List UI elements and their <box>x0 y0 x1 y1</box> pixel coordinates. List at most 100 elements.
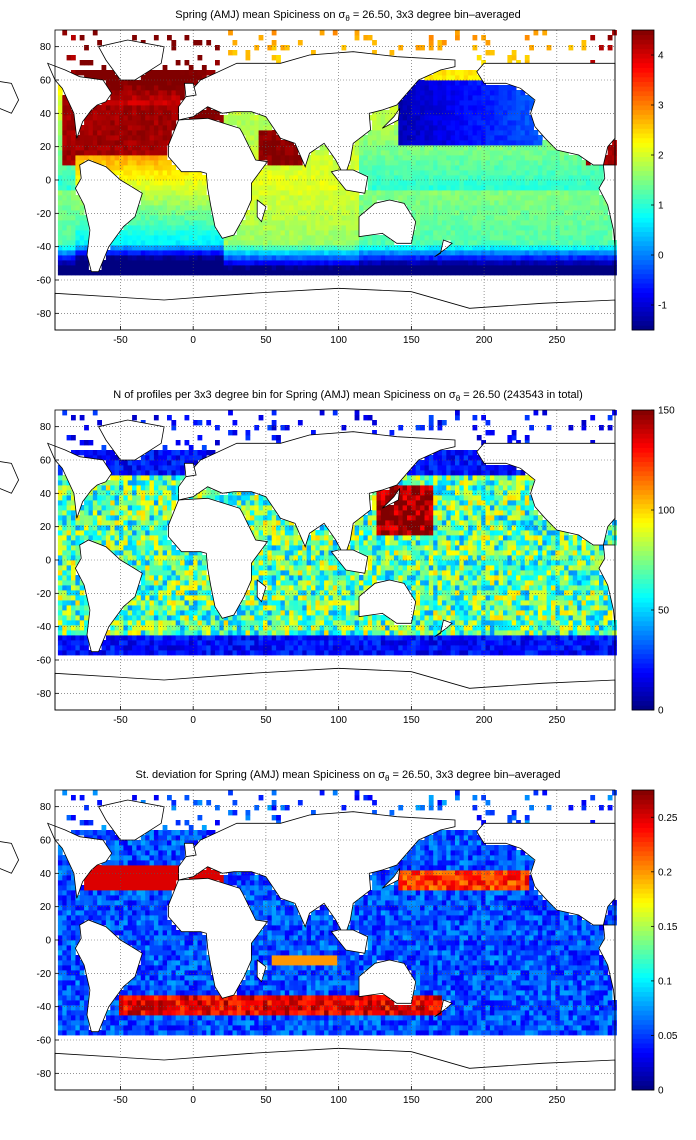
data-cell <box>337 640 342 646</box>
data-cell <box>376 240 382 246</box>
data-cell <box>149 150 155 156</box>
data-cell <box>215 250 220 256</box>
data-cell <box>380 255 386 261</box>
data-cell <box>411 645 417 651</box>
data-cell <box>345 640 351 646</box>
data-cell <box>171 205 177 211</box>
data-cell <box>132 215 137 221</box>
data-cell <box>350 240 356 246</box>
data-cell <box>437 160 443 166</box>
data-cell <box>271 225 277 231</box>
data-cell <box>594 220 600 226</box>
data-cell <box>232 630 238 636</box>
data-cell <box>354 260 360 266</box>
data-cell <box>293 625 299 631</box>
data-cell <box>62 220 68 226</box>
data-cell <box>162 65 168 71</box>
data-cell <box>184 270 190 276</box>
data-cell <box>564 255 569 261</box>
data-cell <box>311 150 316 156</box>
data-cell <box>127 105 133 111</box>
data-cell <box>359 615 364 621</box>
data-cell <box>398 120 404 126</box>
data-cell <box>341 195 347 201</box>
data-cell <box>324 230 329 236</box>
data-cell <box>380 175 386 181</box>
data-cell <box>498 100 504 106</box>
data-cell <box>153 205 159 211</box>
data-cell <box>66 205 72 211</box>
data-cell <box>441 270 447 276</box>
data-cell <box>341 210 347 216</box>
data-cell <box>463 125 469 131</box>
data-cell <box>420 175 425 181</box>
data-cell <box>241 115 246 121</box>
data-cell <box>472 195 478 201</box>
data-cell <box>219 630 225 636</box>
data-cell <box>293 610 299 616</box>
data-cell <box>105 255 111 261</box>
data-cell <box>289 620 294 626</box>
data-cell <box>376 270 382 276</box>
data-cell <box>57 635 63 641</box>
data-cell <box>324 610 329 616</box>
data-cell <box>455 610 460 616</box>
data-cell <box>420 235 425 241</box>
data-cell <box>498 225 504 231</box>
data-cell <box>428 190 434 196</box>
data-cell <box>485 645 491 651</box>
data-cell <box>376 260 382 266</box>
colorbar-tick-label: 4 <box>658 51 664 62</box>
data-cell <box>158 170 164 176</box>
data-cell <box>542 220 548 226</box>
data-cell <box>162 260 168 266</box>
data-cell <box>354 620 360 626</box>
data-cell <box>167 225 172 231</box>
data-cell <box>276 205 281 211</box>
data-cell <box>559 645 565 651</box>
colorbar-step <box>632 48 654 54</box>
data-cell <box>258 170 264 176</box>
data-cell <box>450 190 456 196</box>
data-cell <box>420 95 425 101</box>
data-cell <box>153 130 159 136</box>
data-cell <box>315 625 321 631</box>
data-cell <box>132 625 137 631</box>
data-cell <box>206 260 212 266</box>
data-cell <box>455 255 460 261</box>
data-cell <box>437 95 443 101</box>
data-cell <box>249 235 255 241</box>
data-cell <box>332 265 338 271</box>
data-cell <box>293 260 299 266</box>
data-cell <box>206 70 212 76</box>
data-cell <box>284 270 290 276</box>
data-cell <box>271 630 277 636</box>
data-cell <box>223 650 229 656</box>
data-cell <box>533 195 539 201</box>
data-cell <box>84 605 89 611</box>
data-cell <box>254 255 260 261</box>
data-cell <box>555 620 561 626</box>
data-cell <box>450 200 456 206</box>
data-cell <box>311 640 316 646</box>
data-cell <box>590 200 596 206</box>
data-cell <box>485 150 491 156</box>
data-cell <box>158 100 164 106</box>
data-cell <box>158 135 164 141</box>
data-cell <box>66 155 72 161</box>
data-cell <box>306 645 312 651</box>
data-cell <box>241 645 246 651</box>
data-cell <box>424 135 430 141</box>
data-cell <box>79 215 85 221</box>
data-cell <box>428 185 434 191</box>
data-cell <box>132 615 137 621</box>
data-cell <box>503 190 508 196</box>
data-cell <box>71 145 76 151</box>
data-cell <box>524 630 530 636</box>
data-cell <box>546 195 552 201</box>
data-cell <box>136 95 142 101</box>
data-cell <box>84 260 89 266</box>
data-cell <box>446 650 452 656</box>
data-cell <box>140 180 146 186</box>
data-cell <box>92 155 98 161</box>
